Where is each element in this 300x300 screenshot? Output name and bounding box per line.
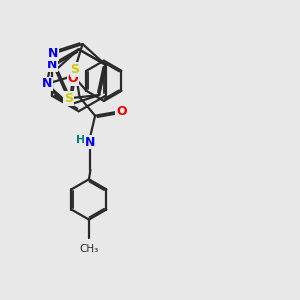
Text: N: N — [48, 47, 58, 60]
Text: N: N — [41, 77, 52, 90]
Text: O: O — [68, 72, 78, 85]
Text: CH₃: CH₃ — [79, 244, 98, 254]
Text: S: S — [64, 92, 73, 105]
Text: S: S — [70, 63, 80, 76]
Text: N: N — [47, 58, 57, 71]
Text: H: H — [76, 135, 85, 145]
Text: O: O — [116, 105, 127, 118]
Text: N: N — [85, 136, 96, 148]
